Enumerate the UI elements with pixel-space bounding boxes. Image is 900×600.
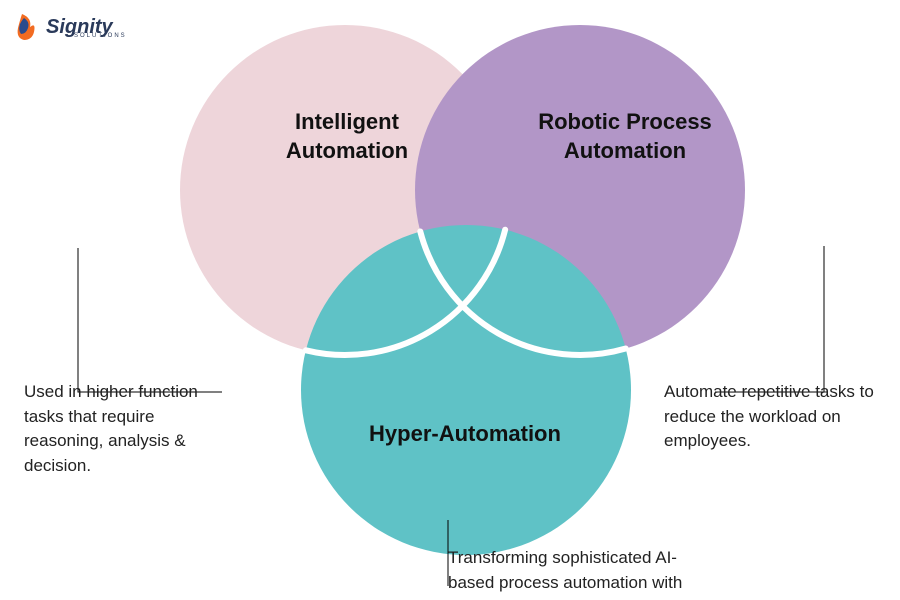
label-intelligent: IntelligentAutomation [252,108,442,165]
venn-diagram [0,0,900,600]
label-robotic: Robotic ProcessAutomation [515,108,735,165]
callout-robotic-text: Automate repetitive tasks to reduce the … [664,380,884,454]
circle-hyper [301,225,631,555]
callout-intelligent-text: Used in higher function tasks that requi… [24,380,224,479]
callout-line-robotic [715,246,824,392]
callout-hyper-text: Transforming sophisticated AI-based proc… [448,546,708,600]
label-hyper: Hyper-Automation [360,420,570,449]
callout-line-intelligent [78,248,222,392]
